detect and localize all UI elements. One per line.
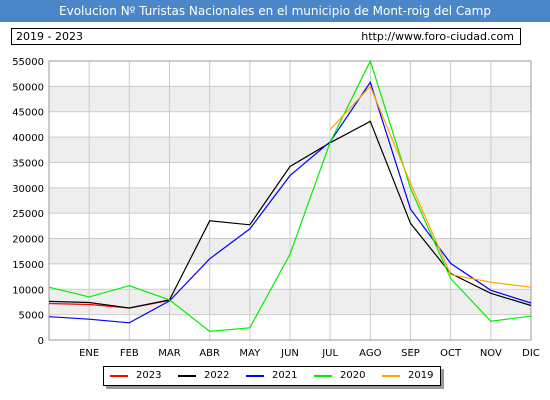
x-tick-label: FEB	[120, 348, 139, 359]
legend-item-2023: 2023	[110, 367, 174, 385]
legend-item-2022: 2022	[178, 367, 242, 385]
legend-label: 2020	[340, 370, 366, 381]
legend-label: 2019	[408, 370, 434, 381]
plot-border	[48, 60, 532, 341]
series-line-2021	[48, 80, 532, 324]
y-tick-label: 20000	[12, 235, 44, 246]
x-tick-label: ENE	[79, 348, 99, 359]
y-tick-label: 45000	[12, 108, 44, 119]
x-tick-label: MAR	[158, 348, 180, 359]
x-tick-label: AGO	[359, 348, 381, 359]
legend-label: 2022	[204, 370, 230, 381]
legend-swatch	[382, 375, 400, 377]
x-tick-label: JUN	[280, 348, 299, 359]
x-tick-label: OCT	[440, 348, 462, 359]
y-tick-label: 55000	[12, 57, 44, 68]
legend: 2023 2022 2021 2020 2019	[103, 366, 441, 386]
y-tick-label: 0	[38, 336, 44, 347]
y-tick-label: 40000	[12, 133, 44, 144]
y-tick-label: 25000	[12, 209, 44, 220]
legend-item-2020: 2020	[314, 367, 378, 385]
legend-swatch	[246, 375, 264, 377]
legend-label: 2021	[272, 370, 298, 381]
legend-swatch	[178, 375, 196, 377]
y-tick-label: 35000	[12, 158, 44, 169]
series-line-2020	[48, 59, 532, 333]
legend-item-2019: 2019	[382, 367, 446, 385]
legend-label: 2023	[136, 370, 162, 381]
x-tick-label: ABR	[199, 348, 220, 359]
y-tick-label: 5000	[19, 311, 44, 322]
chart-title: Evolucion Nº Turistas Nacionales en el m…	[0, 0, 550, 22]
x-tick-label: MAY	[239, 348, 261, 359]
y-tick-label: 50000	[12, 82, 44, 93]
x-tick-label: DIC	[522, 348, 540, 359]
legend-swatch	[314, 375, 332, 377]
period-label: 2019 - 2023	[16, 30, 83, 43]
series-line-2019	[329, 85, 532, 288]
source-url[interactable]: http://www.foro-ciudad.com	[361, 30, 514, 43]
info-bar: 2019 - 2023 http://www.foro-ciudad.com	[11, 28, 521, 45]
x-tick-label: NOV	[480, 348, 502, 359]
y-tick-label: 15000	[12, 260, 44, 271]
y-tick-label: 30000	[12, 184, 44, 195]
legend-swatch	[110, 375, 128, 377]
x-tick-label: JUL	[321, 348, 338, 359]
legend-item-2021: 2021	[246, 367, 310, 385]
x-tick-label: SEP	[401, 348, 420, 359]
y-tick-label: 10000	[12, 285, 44, 296]
